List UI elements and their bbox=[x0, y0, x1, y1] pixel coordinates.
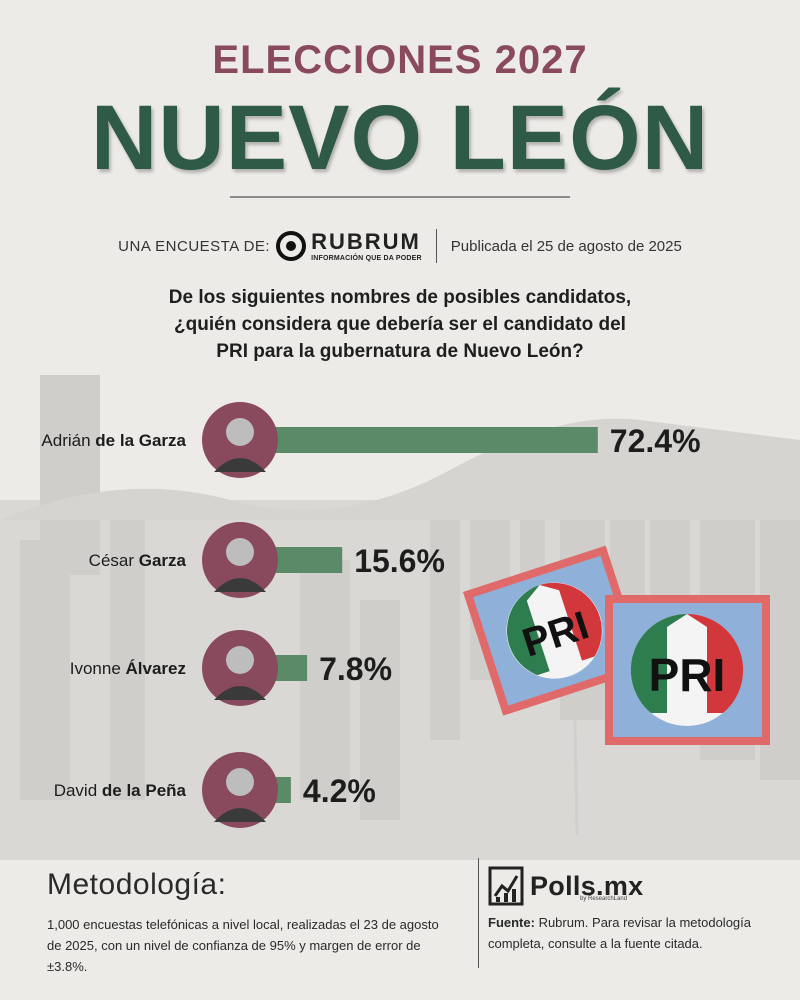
source-prefix: UNA ENCUESTA DE: bbox=[118, 237, 271, 255]
pri-flag-back: PRI bbox=[463, 545, 646, 716]
title-nuevo-leon: NUEVO LEÓN bbox=[90, 87, 710, 189]
candidate-photo-body-2 bbox=[214, 686, 266, 700]
polls-mx-logo: Polls.mx by ResearchLand bbox=[488, 866, 643, 906]
title-elecciones: ELECCIONES 2027 bbox=[212, 38, 588, 82]
source-note-label: Fuente: bbox=[488, 915, 535, 930]
source-line: UNA ENCUESTA DE: RUBRUM INFORMACIÓN QUE … bbox=[0, 228, 800, 264]
survey-question: De los siguientes nombres de posibles ca… bbox=[100, 284, 700, 365]
candidate-photo-head-2 bbox=[226, 646, 254, 674]
methodology-title: Metodología: bbox=[47, 868, 227, 901]
polls-chart-icon bbox=[488, 866, 524, 906]
candidate-photo-head-1 bbox=[226, 538, 254, 566]
pri-flags-illustration: PRI PRI bbox=[463, 545, 770, 836]
publication-date: Publicada el 25 de agosto de 2025 bbox=[450, 237, 682, 255]
source-divider bbox=[435, 229, 437, 263]
source-note: Fuente: Rubrum. Para revisar la metodolo… bbox=[488, 912, 768, 954]
value-label-0: 72.4% bbox=[610, 423, 701, 459]
polls-mx-subtitle: by ResearchLand bbox=[580, 896, 628, 902]
question-line-3: PRI para la gubernatura de Nuevo León? bbox=[216, 341, 584, 362]
candidate-name-1: César Garza bbox=[89, 551, 187, 570]
candidate-photo-body-0 bbox=[214, 458, 266, 472]
pri-flag-front-label: PRI bbox=[649, 649, 726, 701]
rubrum-circle-icon bbox=[276, 231, 307, 261]
candidate-photo-head-0 bbox=[226, 418, 254, 446]
footer-divider bbox=[478, 858, 479, 968]
value-label-2: 7.8% bbox=[319, 651, 392, 687]
candidate-photo-body-3 bbox=[214, 808, 266, 822]
rubrum-name: RUBRUM bbox=[311, 228, 421, 254]
candidate-name-2: Ivonne Álvarez bbox=[70, 659, 186, 678]
pri-flag-front: PRI bbox=[605, 595, 770, 745]
candidate-photo-head-3 bbox=[226, 768, 254, 796]
title-divider bbox=[230, 196, 570, 198]
rubrum-tagline: INFORMACIÓN QUE DA PODER bbox=[311, 254, 422, 262]
question-line-2: ¿quién considera que debería ser el cand… bbox=[174, 314, 626, 335]
value-label-1: 15.6% bbox=[354, 543, 445, 579]
candidate-name-0: Adrián de la Garza bbox=[41, 431, 186, 450]
candidate-name-3: David de la Peña bbox=[54, 781, 187, 800]
question-line-1: De los siguientes nombres de posibles ca… bbox=[168, 287, 632, 308]
bar-0 bbox=[272, 427, 598, 453]
methodology-text: 1,000 encuestas telefónicas a nivel loca… bbox=[47, 917, 439, 974]
candidate-bar-chart: Adrián de la Garza 72.4% César Garza 15.6% I… bbox=[41, 402, 701, 828]
value-label-3: 4.2% bbox=[303, 773, 376, 809]
source-note-text: Rubrum. Para revisar la metodología comp… bbox=[488, 915, 751, 951]
bar-1 bbox=[272, 547, 343, 573]
rubrum-logo: RUBRUM INFORMACIÓN QUE DA PODER bbox=[276, 228, 422, 262]
candidate-photo-body-1 bbox=[214, 578, 266, 592]
polls-mx-name: Polls.mx bbox=[530, 870, 644, 901]
